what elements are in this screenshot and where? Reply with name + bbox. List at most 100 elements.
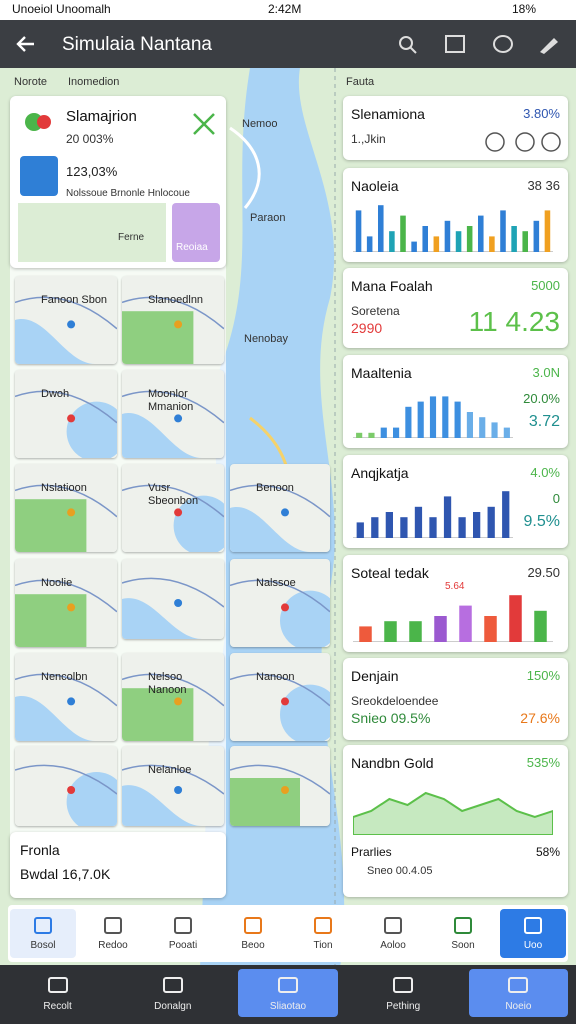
close-icon[interactable]: [190, 110, 218, 138]
map-tile: [230, 653, 330, 741]
bar: [466, 412, 473, 438]
nav-label[interactable]: Pething: [386, 1001, 421, 1012]
tile-water: [122, 785, 202, 826]
tile-road: [122, 484, 224, 518]
tile-road: [230, 484, 330, 518]
clock: 2:42M: [268, 2, 302, 16]
tab-label[interactable]: Aoloo: [380, 940, 406, 951]
status-bar: [0, 0, 576, 20]
bar: [422, 226, 428, 252]
tab-icon: [524, 917, 542, 934]
map-tile: [122, 559, 224, 639]
tab-icon: [174, 917, 192, 934]
bar: [414, 506, 423, 538]
bar: [502, 491, 510, 538]
tile-road: [122, 673, 224, 707]
bar: [400, 215, 406, 252]
area: [353, 791, 553, 835]
card-stat: 3.72: [528, 413, 560, 430]
card-icons: [485, 132, 561, 152]
card-value: 4.0%: [530, 465, 560, 480]
nav-icon: [47, 977, 68, 993]
tab-label[interactable]: Redoo: [98, 940, 128, 951]
bar: [544, 210, 551, 252]
tab-label[interactable]: Beoo: [241, 940, 265, 951]
tab-label[interactable]: Pooati: [168, 940, 198, 951]
tab-glyph: [104, 917, 122, 934]
tile-water: [122, 598, 202, 639]
tile-pin: [67, 508, 76, 517]
tab-label[interactable]: Uoo: [523, 940, 543, 951]
app-bar: [0, 20, 576, 68]
bar: [534, 610, 547, 642]
tab-icon: [34, 917, 52, 934]
tile-road: [122, 764, 224, 795]
tile-label: Nalssoe: [256, 577, 296, 589]
bar: [459, 605, 472, 642]
card-title: Naoleia: [351, 178, 399, 194]
tile-label: Moonlor Mmanion: [148, 388, 194, 413]
card-stat: 9.5%: [523, 513, 560, 530]
app-bar-icons[interactable]: [396, 32, 566, 56]
map-tile: [230, 746, 330, 826]
tab-icon: [384, 917, 402, 934]
tile-road: [230, 579, 330, 613]
card-sub: 1.,Jkin: [351, 132, 386, 146]
bar: [511, 226, 517, 252]
back-button[interactable]: [14, 32, 38, 56]
footer-value: Bwdal 16,7.0K: [20, 866, 111, 882]
bar: [454, 401, 461, 438]
card-right: 11 4.23: [468, 306, 560, 337]
bar: [533, 220, 540, 252]
tile-green: [122, 688, 194, 741]
chart: [353, 396, 513, 438]
nav-label[interactable]: Noeio: [505, 1001, 532, 1012]
card-title: Nandbn Gold: [351, 755, 434, 771]
bar: [371, 517, 379, 538]
tab-bar: [8, 905, 568, 962]
tile-pin: [174, 786, 183, 794]
tab-label[interactable]: Soon: [451, 940, 475, 951]
carrier: Unoeiol Unoomalh: [12, 2, 111, 16]
badge-label: Reoiaa: [176, 242, 208, 253]
bar: [444, 220, 451, 252]
bar: [491, 422, 498, 438]
tile-label: Dwoh: [41, 388, 70, 400]
stat-card: [343, 268, 568, 348]
bar: [466, 226, 473, 252]
bar: [429, 517, 437, 538]
tile-green: [15, 499, 87, 552]
map-label: Fauta: [346, 76, 375, 88]
card-title: Mana Foalah: [351, 278, 433, 294]
bar: [455, 231, 462, 252]
nav-glyph: [47, 977, 68, 993]
tab-icon: [104, 917, 122, 934]
bar: [400, 517, 408, 538]
chart: [353, 491, 513, 538]
tile-label: Noolie: [41, 577, 73, 589]
nav-label[interactable]: Sliaotao: [269, 1001, 307, 1012]
tile-water: [230, 507, 310, 552]
card-title: Soteal tedak: [351, 565, 429, 581]
card-stat: 20.0%: [523, 391, 560, 406]
tile-road: [122, 577, 224, 608]
tile-label: Nelsoo Nanoon: [148, 671, 187, 696]
tab-label[interactable]: Bosol: [30, 940, 56, 951]
tile-road: [15, 579, 117, 613]
nav-label[interactable]: Recolt: [43, 1001, 72, 1012]
summary-card: [10, 96, 226, 268]
card-title: Slenamiona: [351, 106, 425, 122]
tab-glyph: [454, 917, 472, 934]
bar: [378, 205, 384, 252]
tab-label[interactable]: Tion: [313, 940, 333, 951]
bar: [429, 396, 437, 438]
stat-card: [343, 658, 568, 740]
map-tile: [122, 464, 224, 552]
nav-icon: [508, 977, 529, 993]
bar: [487, 506, 495, 538]
bar: [522, 231, 528, 252]
tab-glyph: [524, 917, 542, 934]
nav-label[interactable]: Donalgn: [154, 1001, 192, 1012]
bar: [500, 210, 506, 252]
